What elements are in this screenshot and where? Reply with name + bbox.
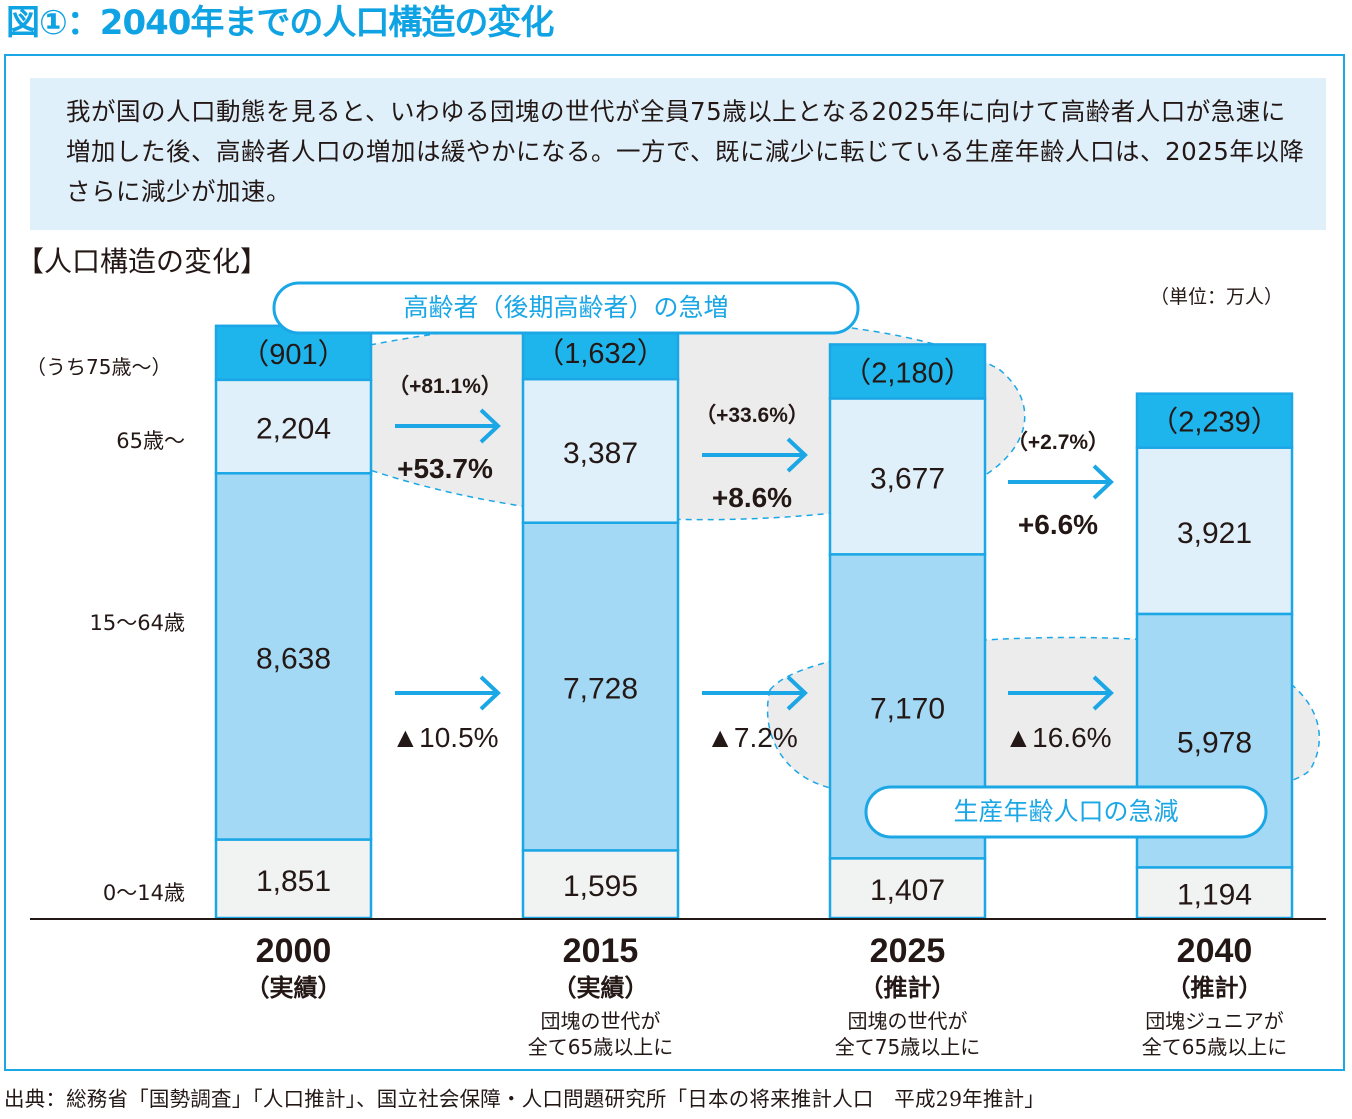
bar-segment-age0_14-2000 bbox=[214, 838, 373, 920]
bar-segment-age75-2000 bbox=[214, 324, 373, 382]
value-label-age65-2040: 3,921 bbox=[1177, 517, 1252, 550]
bar-segment-age65-2040 bbox=[1135, 446, 1294, 616]
callout-elderly-surge-text: 高齢者（後期高齢者）の急増 bbox=[403, 293, 728, 322]
callout-working-decline bbox=[864, 785, 1268, 839]
value-label-age0_14-2000: 1,851 bbox=[256, 865, 331, 898]
value-label-age75-2015: （1,632） bbox=[535, 338, 666, 370]
change-label-age65: +8.6% bbox=[712, 482, 792, 513]
category-description-2015: 全て65歳以上に bbox=[528, 1035, 673, 1059]
change-label-age75: （+81.1%） bbox=[388, 374, 502, 398]
x-tick-label-2025: 2025 bbox=[870, 932, 946, 970]
category-note-2025: （推計） bbox=[860, 974, 956, 1002]
change-arrow-working-arrow-icon bbox=[1092, 675, 1114, 711]
bar-segment-age75-2025 bbox=[828, 343, 987, 400]
unit-label: （単位：万人） bbox=[1150, 286, 1284, 308]
row-label-age0-14: 0〜14歳 bbox=[103, 881, 185, 905]
summary-text: 我が国の人口動態を見ると、いわゆる団塊の世代が全員75歳以上となる2025年に向… bbox=[66, 97, 1305, 206]
row-label-age65: 65歳〜 bbox=[116, 429, 185, 453]
category-description-2040: 全て65歳以上に bbox=[1142, 1035, 1287, 1059]
value-label-age65-2015: 3,387 bbox=[563, 437, 638, 470]
x-tick-label-2015: 2015 bbox=[563, 932, 639, 970]
value-label-age0_14-2015: 1,595 bbox=[563, 870, 638, 903]
bar-segment-age0_14-2040 bbox=[1135, 866, 1294, 920]
change-arrow-working-arrow-icon bbox=[786, 675, 808, 711]
change-label-age75: （+33.6%） bbox=[695, 403, 809, 427]
value-label-age0_14-2025: 1,407 bbox=[870, 874, 945, 907]
value-label-age75-2040: （2,239） bbox=[1149, 407, 1280, 439]
bar-segment-age75-2040 bbox=[1135, 392, 1294, 449]
summary-box: 我が国の人口動態を見ると、いわゆる団塊の世代が全員75歳以上となる2025年に向… bbox=[30, 78, 1326, 230]
change-label-age75: （+2.7%） bbox=[1007, 430, 1109, 454]
value-label-age15_64-2000: 8,638 bbox=[256, 642, 331, 675]
value-label-age15_64-2025: 7,170 bbox=[870, 692, 945, 725]
change-label-age15-64: ▲16.6% bbox=[1004, 722, 1111, 753]
change-arrow-elderly-arrow-icon bbox=[1092, 464, 1114, 500]
callout-elderly-surge bbox=[272, 281, 860, 335]
change-arrow-elderly-arrow-icon bbox=[479, 408, 501, 444]
row-label-age75: （うち75歳〜） bbox=[26, 355, 171, 379]
category-description-2015: 団塊の世代が bbox=[541, 1009, 661, 1033]
source-footnote: 出典：総務省「国勢調査」「人口推計」、国立社会保障・人口問題研究所「日本の将来推… bbox=[4, 1087, 1045, 1111]
category-note-2040: （推計） bbox=[1167, 974, 1263, 1002]
x-tick-label-2040: 2040 bbox=[1177, 932, 1253, 970]
category-note-2000: （実績） bbox=[246, 974, 342, 1002]
value-label-age0_14-2040: 1,194 bbox=[1177, 879, 1252, 912]
category-description-2025: 全て75歳以上に bbox=[835, 1035, 980, 1059]
category-description-2040: 団塊ジュニアが bbox=[1145, 1009, 1284, 1033]
figure-title: 図①：2040年までの人口構造の変化 bbox=[6, 3, 554, 43]
change-label-age65: +53.7% bbox=[397, 453, 493, 484]
bar-segment-age15_64-2015 bbox=[521, 521, 680, 852]
category-note-2015: （実績） bbox=[553, 974, 649, 1002]
value-label-age15_64-2015: 7,728 bbox=[563, 673, 638, 706]
chart-title: 【人口構造の変化】 bbox=[16, 245, 269, 278]
row-label-age15-64: 15〜64歳 bbox=[90, 611, 185, 635]
category-description-2025: 団塊の世代が bbox=[848, 1009, 968, 1033]
value-label-age75-2000: （901） bbox=[240, 339, 346, 371]
figure-frame bbox=[4, 54, 1345, 1071]
change-arrow-working-arrow-icon bbox=[479, 675, 501, 711]
value-label-age65-2025: 3,677 bbox=[870, 462, 945, 495]
value-label-age75-2025: （2,180） bbox=[842, 357, 973, 389]
change-arrow-elderly-arrow-icon bbox=[786, 437, 808, 473]
value-label-age65-2000: 2,204 bbox=[256, 413, 331, 446]
change-label-age65: +6.6% bbox=[1018, 509, 1098, 540]
value-label-age15_64-2040: 5,978 bbox=[1177, 727, 1252, 760]
change-label-age15-64: ▲7.2% bbox=[706, 722, 798, 753]
callout-working-decline-text: 生産年齢人口の急減 bbox=[953, 797, 1178, 826]
change-label-age15-64: ▲10.5% bbox=[391, 722, 498, 753]
bar-segment-age65-2015 bbox=[521, 377, 680, 524]
x-tick-label-2000: 2000 bbox=[256, 932, 332, 970]
